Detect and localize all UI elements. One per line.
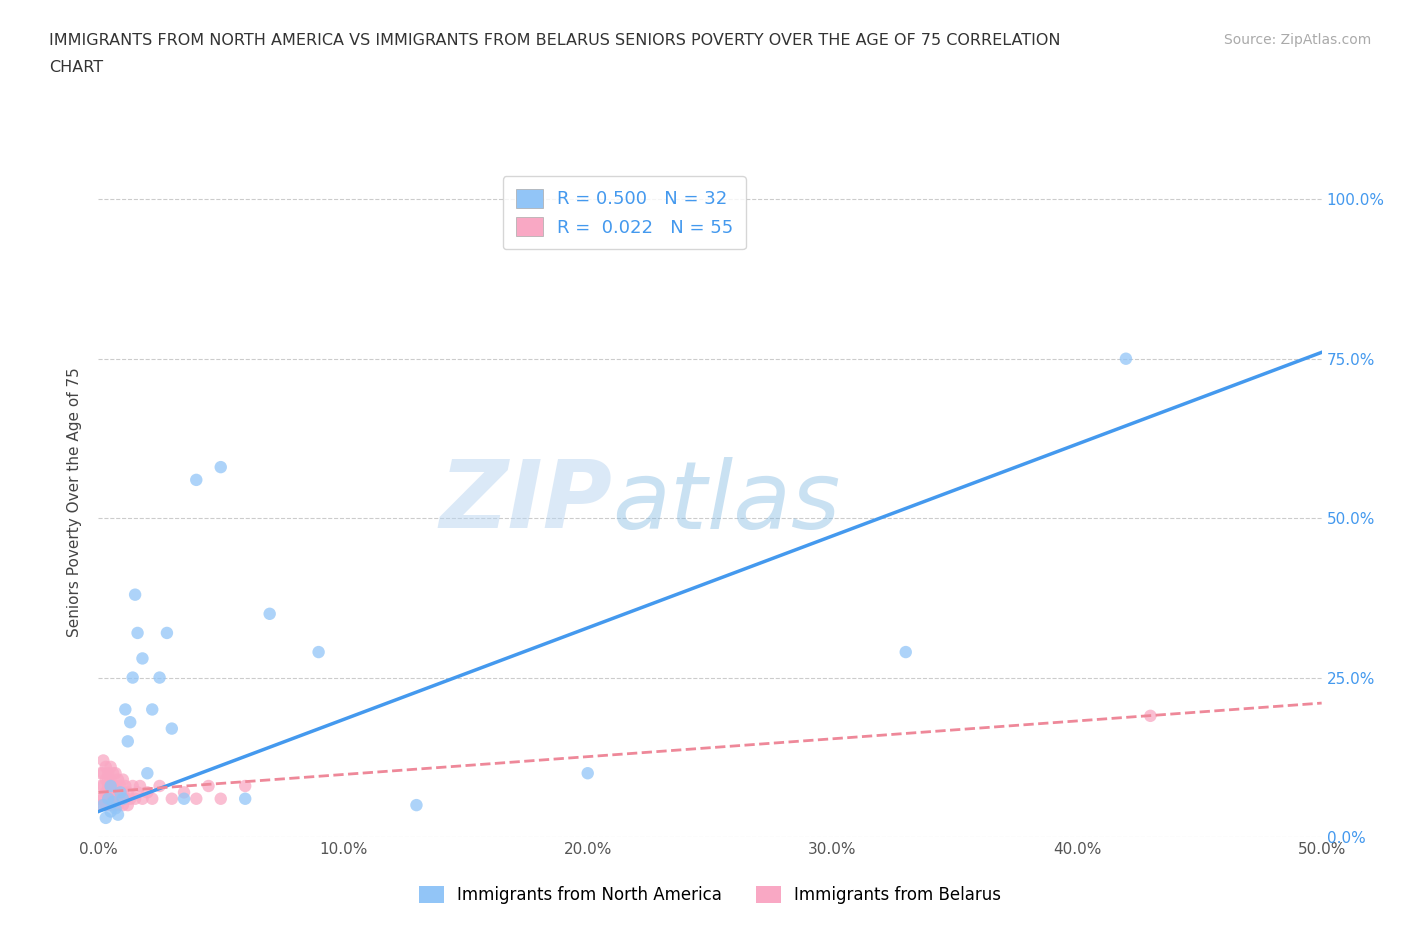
Point [101, 794, 124, 809]
Point [100, 785, 122, 800]
Point [110, 785, 132, 800]
Point [100, 778, 122, 793]
Point [114, 702, 136, 717]
Point [110, 791, 132, 806]
Point [160, 791, 183, 806]
Point [94, 810, 117, 825]
Point [124, 791, 146, 806]
Point [149, 778, 172, 793]
Point [94, 785, 117, 800]
Point [186, 791, 208, 806]
Point [127, 785, 149, 800]
Point [111, 785, 134, 800]
Point [100, 798, 122, 813]
Point [94, 772, 117, 787]
Point [101, 798, 124, 813]
Point [131, 651, 153, 666]
Point [111, 772, 134, 787]
Point [121, 671, 143, 685]
Point [90, 765, 112, 780]
Point [160, 721, 183, 736]
Point [129, 778, 152, 793]
Point [173, 791, 195, 806]
Point [117, 734, 139, 749]
Point [308, 644, 330, 659]
Point [104, 765, 127, 780]
Point [97, 778, 120, 793]
Point [259, 606, 281, 621]
Point [97, 785, 120, 800]
Point [107, 798, 129, 813]
Point [120, 715, 142, 730]
Point [156, 626, 179, 641]
Text: Source: ZipAtlas.com: Source: ZipAtlas.com [1223, 33, 1371, 46]
Point [110, 778, 132, 793]
Point [101, 765, 124, 780]
Text: CHART: CHART [49, 60, 103, 75]
Point [1139, 709, 1161, 724]
Point [131, 791, 153, 806]
Point [91, 765, 114, 780]
Point [100, 772, 122, 787]
Point [100, 760, 122, 775]
Point [209, 459, 232, 474]
Point [121, 778, 143, 793]
Point [90, 778, 112, 793]
Text: IMMIGRANTS FROM NORTH AMERICA VS IMMIGRANTS FROM BELARUS SENIORS POVERTY OVER TH: IMMIGRANTS FROM NORTH AMERICA VS IMMIGRA… [49, 33, 1060, 47]
Point [111, 798, 134, 813]
Text: ZIP: ZIP [439, 457, 612, 548]
Point [136, 765, 159, 780]
Point [233, 778, 256, 793]
Point [120, 791, 142, 806]
Point [114, 778, 136, 793]
Text: atlas: atlas [612, 457, 841, 548]
Point [136, 785, 159, 800]
Point [1115, 352, 1137, 366]
Point [197, 778, 219, 793]
Point [233, 791, 256, 806]
Point [104, 801, 127, 816]
Point [127, 626, 149, 641]
Point [405, 798, 427, 813]
Point [173, 785, 195, 800]
Point [89, 791, 111, 806]
Point [141, 791, 163, 806]
Point [97, 772, 120, 787]
Point [114, 791, 136, 806]
Point [117, 798, 139, 813]
Point [91, 791, 114, 806]
Point [94, 798, 117, 813]
Point [104, 778, 127, 793]
Point [107, 772, 129, 787]
Point [111, 791, 134, 806]
Point [91, 778, 114, 793]
Point [141, 702, 163, 717]
Point [100, 804, 122, 819]
Point [186, 472, 208, 487]
Y-axis label: Seniors Poverty Over the Age of 75: Seniors Poverty Over the Age of 75 [67, 367, 83, 637]
Point [149, 671, 172, 685]
Point [97, 765, 120, 780]
Point [97, 791, 120, 806]
Point [124, 587, 146, 602]
Point [100, 791, 122, 806]
Point [101, 778, 124, 793]
Point [91, 753, 114, 768]
Point [104, 791, 127, 806]
Point [209, 791, 232, 806]
Point [107, 807, 129, 822]
Point [117, 785, 139, 800]
Point [97, 791, 120, 806]
Point [894, 644, 917, 659]
Point [91, 798, 114, 813]
Point [90, 798, 112, 813]
Point [94, 760, 117, 775]
Point [576, 765, 599, 780]
Legend: Immigrants from North America, Immigrants from Belarus: Immigrants from North America, Immigrant… [408, 874, 1012, 916]
